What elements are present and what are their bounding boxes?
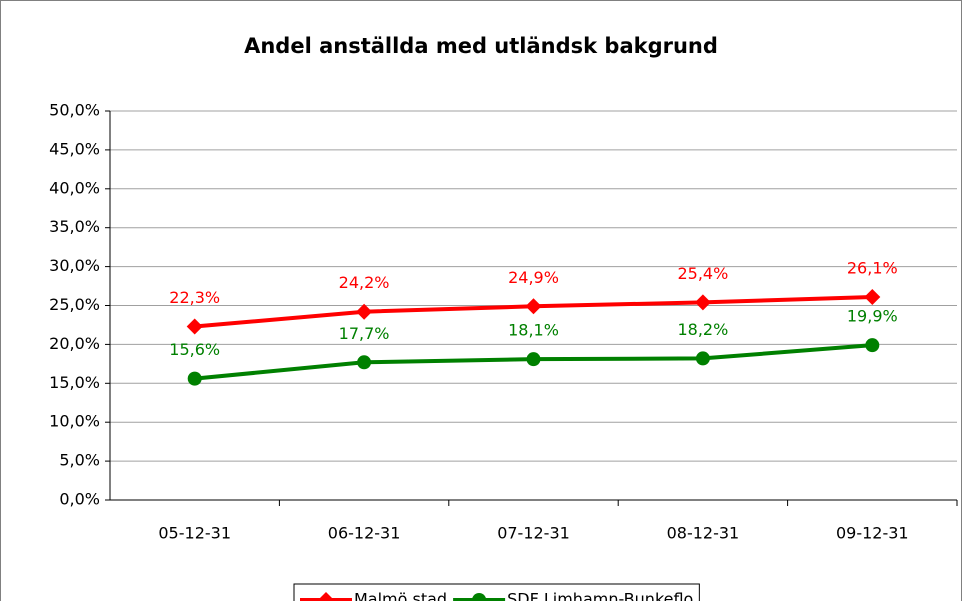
legend-label: SDF Limhamn-Bunkeflo (507, 590, 693, 601)
point (187, 371, 202, 386)
legend: Malmö stad SDF Limhamn-Bunkeflo (293, 583, 700, 601)
x-tick-label: 07-12-31 (497, 524, 570, 543)
y-tick-label: 30,0% (49, 256, 100, 275)
point (695, 351, 710, 366)
point (525, 298, 542, 315)
point (356, 303, 373, 320)
chart-title: Andel anställda med utländsk bakgrund (244, 34, 718, 58)
y-tick-label: 10,0% (49, 412, 100, 431)
legend-box (293, 583, 700, 601)
y-tick-label: 0,0% (59, 490, 100, 509)
y-tick-label: 20,0% (49, 334, 100, 353)
y-tick-label: 40,0% (49, 178, 100, 197)
data-label: 17,7% (339, 324, 390, 343)
data-label: 15,6% (169, 340, 220, 359)
point (526, 352, 541, 367)
y-tick-label: 45,0% (49, 139, 100, 158)
y-tick-label: 50,0% (49, 101, 100, 120)
data-label: 18,2% (677, 320, 728, 339)
point (865, 338, 880, 353)
data-label: 24,9% (508, 268, 559, 287)
x-tick-label: 05-12-31 (158, 524, 231, 543)
data-label: 26,1% (847, 258, 898, 277)
point (357, 355, 372, 370)
y-tick-label: 35,0% (49, 217, 100, 236)
legend-label: Malmö stad (354, 590, 447, 601)
legend-marker (472, 593, 487, 601)
y-tick-label: 25,0% (49, 295, 100, 314)
point (694, 294, 711, 311)
data-label: 18,1% (508, 321, 559, 340)
point (186, 318, 203, 335)
data-label: 19,9% (847, 307, 898, 326)
x-tick-label: 08-12-31 (667, 524, 740, 543)
data-label: 24,2% (339, 273, 390, 292)
point (864, 288, 881, 305)
x-tick-label: 09-12-31 (836, 524, 909, 543)
legend-marker (318, 592, 334, 601)
x-tick-label: 06-12-31 (328, 524, 401, 543)
y-tick-label: 15,0% (49, 373, 100, 392)
y-tick-label: 5,0% (59, 451, 100, 470)
data-label: 22,3% (169, 288, 220, 307)
data-label: 25,4% (677, 264, 728, 283)
